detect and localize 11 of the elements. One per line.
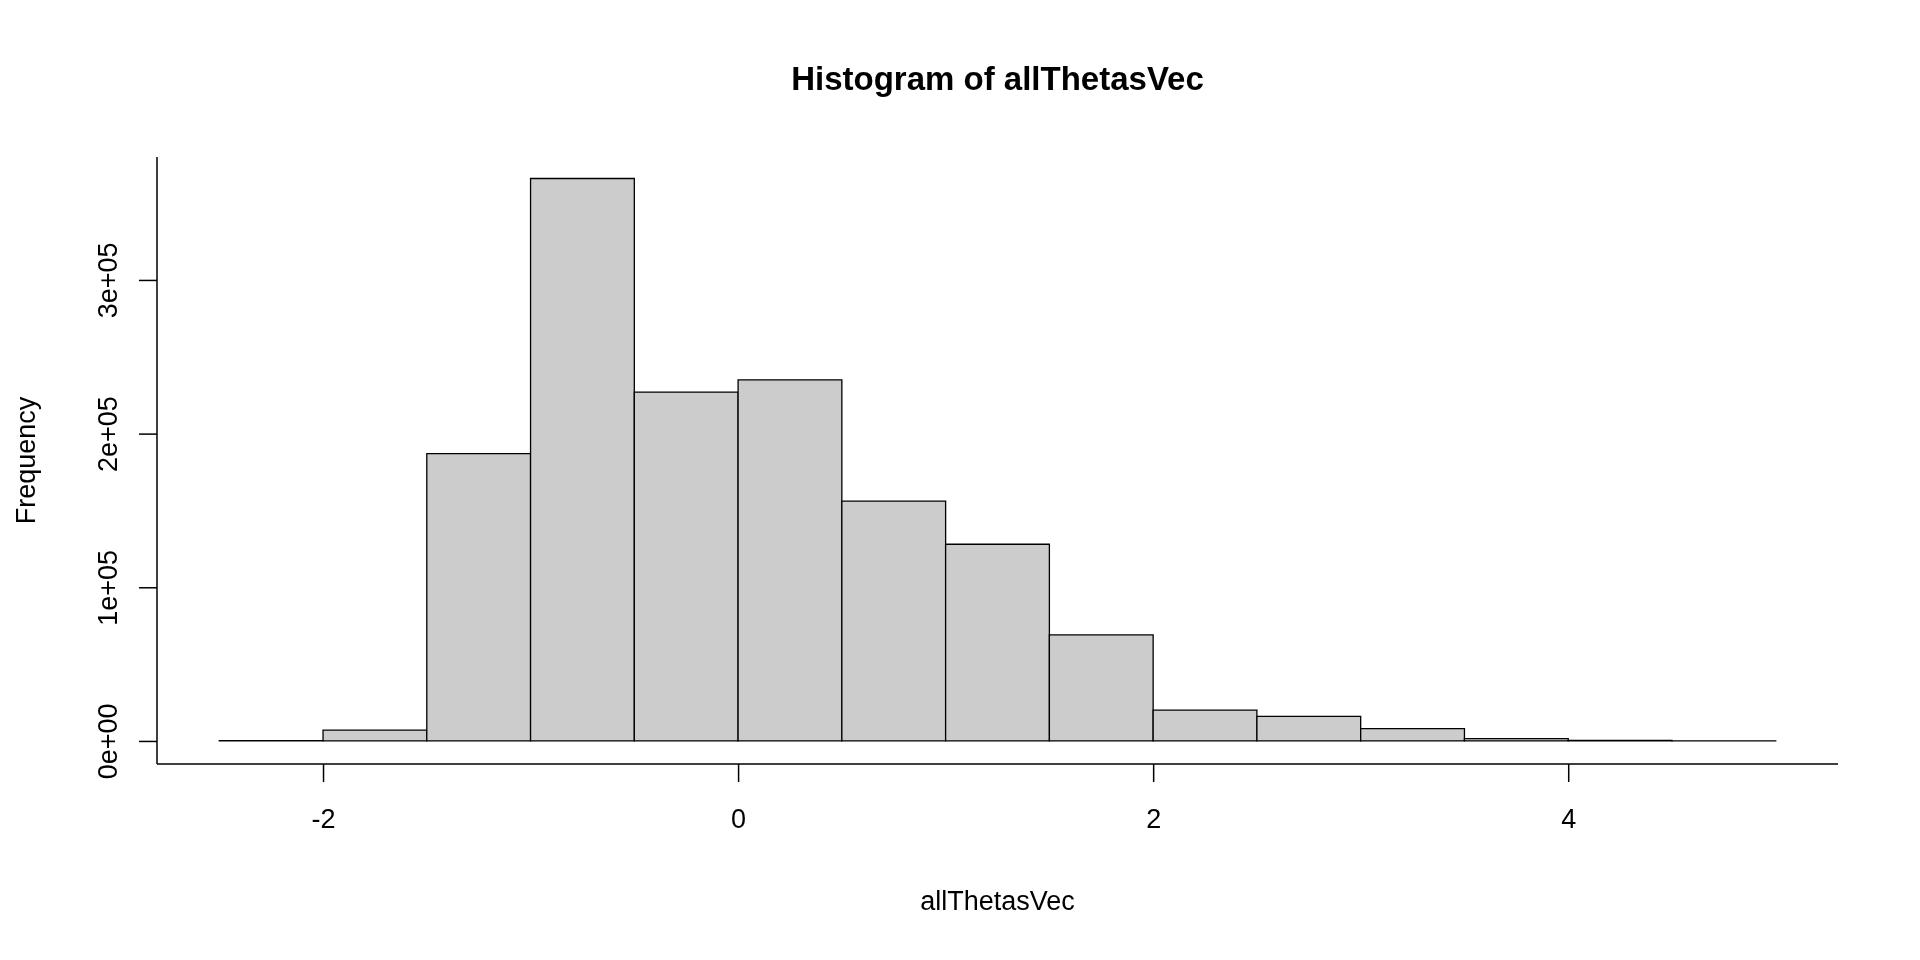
y-tick-label: 0e+00: [93, 703, 123, 780]
y-axis-title: Frequency: [11, 396, 41, 525]
y-tick-label: 1e+05: [93, 549, 123, 626]
x-tick-label: 4: [1561, 804, 1577, 835]
x-tick-label: 2: [1146, 804, 1162, 835]
x-axis-title: allThetasVec: [920, 886, 1075, 916]
y-tick-label: 3e+05: [93, 242, 123, 319]
x-tick-label: -2: [311, 804, 336, 835]
y-tick-label: 2e+05: [93, 396, 123, 473]
x-tick-label: 0: [731, 804, 747, 835]
chart-title: Histogram of allThetasVec: [791, 60, 1204, 97]
